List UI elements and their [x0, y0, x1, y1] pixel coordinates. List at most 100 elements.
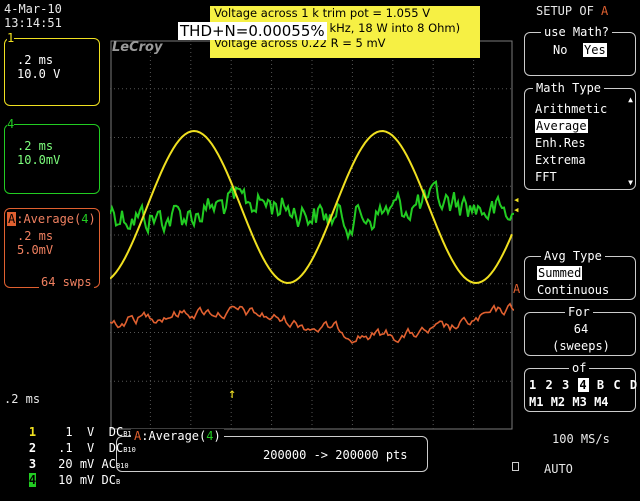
coupling-row-4-volts: 10	[58, 473, 73, 487]
avg-type-title: Avg Type	[541, 249, 605, 263]
math-summary-points: 200000 -> 200000 pts	[263, 448, 408, 462]
source-m2[interactable]: M2	[550, 395, 566, 409]
coupling-row-2[interactable]: 2 .1 V DCB10	[0, 430, 136, 468]
math-a-descriptor[interactable]: A:Average(4) .2 ms 5.0mV 64 swps	[4, 208, 100, 290]
coupling-row-4[interactable]: 4 10 mV DCB	[0, 462, 120, 500]
thd-readout: THD+N=0.00055%	[178, 22, 327, 40]
math-summary-id: A	[134, 429, 142, 443]
timebase-readout: .2 ms	[4, 392, 41, 406]
coupling-row-2-bwl: B	[123, 446, 128, 454]
coupling-row-2-coupling: DC	[108, 441, 124, 455]
sample-rate: 100 MS/s	[552, 432, 610, 446]
source-d[interactable]: D	[629, 378, 639, 392]
time-label: 13:14:51	[4, 16, 62, 30]
coupling-row-3-volts: 20	[58, 457, 73, 471]
coupling-row-3-unit: mV	[79, 457, 95, 471]
use-math-menu[interactable]: use Math? No Yes	[524, 25, 636, 76]
trigger-status-icon	[512, 462, 519, 471]
setup-menu-title: SETUP OF A	[536, 4, 608, 18]
source-m1[interactable]: M1	[529, 395, 544, 409]
math-a-timebase: .2 ms	[17, 229, 54, 243]
source-1[interactable]: 1	[529, 378, 538, 392]
coupling-row-2-unit: V	[87, 441, 95, 455]
use-math-no[interactable]: No	[553, 43, 568, 57]
coupling-row-3[interactable]: 3 20 mV AC B 10	[0, 446, 129, 484]
channel-4-timebase: .2 ms	[17, 139, 54, 153]
channel-1-number: 1	[7, 31, 15, 45]
coupling-row-1-bwl: B	[123, 430, 128, 438]
coupling-row-3-num: 3	[28, 457, 37, 471]
math-summary-source: 4	[206, 429, 214, 443]
source-m3[interactable]: M3	[572, 395, 587, 409]
math-summary-box[interactable]: A:Average(4) 200000 -> 200000 pts	[116, 429, 428, 472]
sweeps-unit: (sweeps)	[552, 339, 610, 353]
math-type-menu[interactable]: Math Type Arithmetic Average Enh.Res Ext…	[524, 81, 636, 190]
avg-type-continuous[interactable]: Continuous	[537, 283, 610, 297]
sweeps-title: For	[565, 305, 593, 319]
math-type-enhres[interactable]: Enh.Res	[535, 136, 586, 150]
source-3[interactable]: 3	[561, 378, 571, 392]
source-b[interactable]: B	[596, 378, 606, 392]
waveform-display[interactable]	[110, 40, 514, 430]
use-math-title: use Math?	[541, 25, 613, 39]
coupling-row-1-num: 1	[28, 425, 37, 439]
coupling-row-3-probe: 10	[120, 462, 129, 470]
math-a-sweeps: 64 swps	[39, 275, 94, 290]
coupling-row-3-coupling: AC	[101, 457, 116, 471]
annotation-line-1: Voltage across 1 k trim pot = 1.055 V	[214, 6, 431, 20]
math-type-arithmetic[interactable]: Arithmetic	[535, 102, 608, 116]
setup-title-channel: A	[601, 4, 609, 18]
channel-4-volts: 10.0mV	[17, 153, 61, 167]
channel-1-level-marker[interactable]: ◂	[513, 193, 520, 206]
channel-4-descriptor[interactable]: 4 .2 ms 10.0mV	[4, 117, 100, 194]
math-summary-title: A:Average(4)	[131, 429, 224, 443]
scroll-down-icon[interactable]: ▼	[628, 178, 633, 187]
math-a-volts: 5.0mV	[17, 243, 54, 257]
avg-type-menu[interactable]: Avg Type Summed Continuous	[524, 249, 636, 300]
trigger-position-arrow[interactable]: ↑	[228, 386, 237, 402]
coupling-row-2-num: 2	[28, 441, 37, 455]
coupling-row-2-probe: 10	[127, 446, 136, 454]
math-a-level-marker[interactable]: A	[513, 282, 521, 296]
sweeps-menu[interactable]: For 64 (sweeps)	[524, 305, 636, 356]
use-math-yes[interactable]: Yes	[583, 43, 607, 57]
avg-type-summed[interactable]: Summed	[537, 266, 583, 280]
coupling-row-4-coupling: DC	[101, 473, 116, 487]
math-type-fft[interactable]: FFT	[535, 170, 557, 184]
channel-4-level-marker[interactable]: ◂	[513, 203, 520, 216]
coupling-row-4-num: 4	[28, 473, 37, 487]
scroll-up-icon[interactable]: ▲	[628, 95, 633, 104]
coupling-row-4-bwl: B	[115, 478, 121, 486]
math-type-extrema[interactable]: Extrema	[535, 153, 586, 167]
source-row-2: M1 M2 M3 M4	[529, 395, 609, 409]
setup-title-text: SETUP OF	[536, 4, 594, 18]
gridlines	[110, 40, 514, 430]
coupling-row-4-unit: mV	[79, 473, 95, 487]
math-a-function: A:Average(4)	[7, 212, 96, 227]
math-type-title: Math Type	[533, 81, 605, 95]
coupling-row-1-unit: V	[87, 425, 95, 439]
math-a-trace	[110, 302, 514, 344]
source-row-1: 1 2 3 4 B C D	[529, 378, 638, 392]
source-4[interactable]: 4	[578, 378, 589, 392]
math-summary-close: )	[213, 429, 221, 443]
source-menu[interactable]: of 1 2 3 4 B C D M1 M2 M3 M4	[524, 361, 638, 412]
channel-1-trace	[110, 129, 513, 285]
channel-1-descriptor[interactable]: 1 .2 ms 10.0 V	[4, 31, 100, 106]
channel-1-volts: 10.0 V	[17, 67, 61, 81]
trigger-mode: AUTO	[544, 462, 573, 476]
source-c[interactable]: C	[613, 378, 622, 392]
math-a-close: )	[88, 212, 96, 226]
coupling-row-1-coupling: DC	[108, 425, 124, 439]
coupling-row-2-volts: .1	[58, 441, 73, 455]
math-a-id: A	[7, 212, 17, 226]
source-m4[interactable]: M4	[594, 395, 609, 409]
source-2[interactable]: 2	[545, 378, 554, 392]
channel-4-number: 4	[7, 117, 15, 131]
date-label: 4-Mar-10	[4, 2, 62, 16]
sweeps-value: 64	[573, 322, 589, 336]
math-type-average[interactable]: Average	[525, 118, 607, 135]
avg-type-summed-label: Summed	[537, 266, 583, 280]
math-a-func: :Average(	[16, 212, 82, 226]
lecroy-logo: LeCroy	[112, 40, 163, 55]
